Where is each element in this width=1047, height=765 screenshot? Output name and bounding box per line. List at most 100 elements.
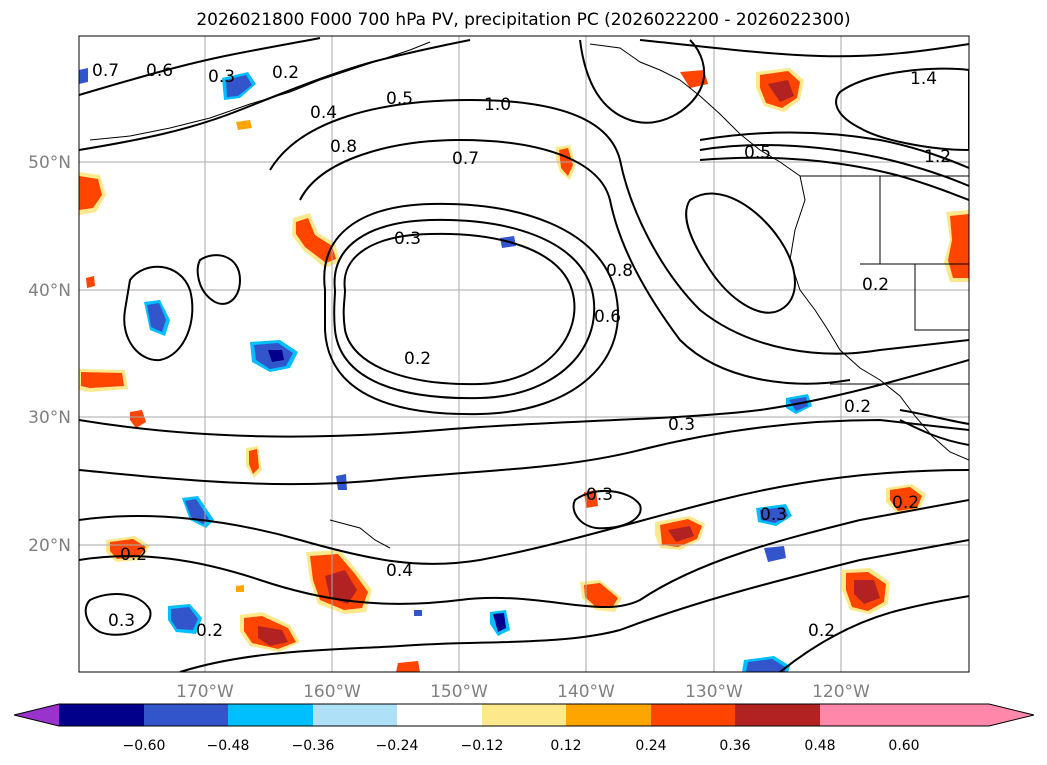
contour-label: 0.8 — [606, 261, 633, 281]
coastline-north-america — [789, 175, 969, 461]
contour-label: 0.2 — [196, 621, 223, 641]
pv-contours — [79, 37, 969, 672]
contour-line — [835, 67, 969, 152]
precip-positive-blob — [240, 612, 300, 652]
contour-line — [79, 418, 969, 486]
precip-positive-blob — [292, 213, 340, 268]
lat-tick-label: 20°N — [28, 536, 71, 556]
precip-positive-blob — [655, 516, 705, 550]
contour-label: 1.2 — [924, 147, 951, 167]
lon-tick-label: 130°W — [685, 682, 743, 702]
lat-axis: 50°N 40°N 30°N 20°N — [28, 153, 71, 556]
contour-line — [685, 192, 796, 314]
colorbar-ticks: −0.60 −0.48 −0.36 −0.24 −0.12 0.12 0.24 … — [123, 738, 920, 754]
precip-positive-blob — [130, 410, 146, 428]
lon-tick-label: 150°W — [430, 682, 488, 702]
colorbar-tick-label: −0.60 — [123, 738, 166, 754]
chart-title: 2026021800 F000 700 hPa PV, precipitatio… — [196, 10, 851, 30]
contour-line — [899, 419, 969, 446]
colorbar-segment — [313, 704, 397, 726]
contour-label: 0.3 — [394, 229, 421, 249]
contour-line — [196, 254, 242, 305]
contour-line — [333, 218, 596, 400]
contour-label: 0.2 — [272, 63, 299, 83]
contour-line — [269, 98, 969, 355]
contour-line — [639, 39, 969, 58]
contour-label: 0.2 — [120, 545, 147, 565]
contour-line — [84, 593, 152, 636]
colorbar-tick-label: 0.60 — [888, 738, 919, 754]
map-frame — [78, 35, 970, 673]
coastline-aleutians — [89, 41, 431, 141]
contour-label: 0.6 — [146, 61, 173, 81]
lon-tick-label: 140°W — [557, 682, 615, 702]
precip-positive-blob — [756, 68, 804, 112]
precip-negative-blob — [222, 72, 256, 100]
precip-negative-blob — [182, 496, 214, 528]
colorbar-segment — [566, 704, 651, 726]
contour-line — [699, 144, 969, 187]
contour-label: 0.3 — [208, 67, 235, 87]
lon-tick-label: 170°W — [176, 682, 234, 702]
precip-positive-blob — [79, 172, 106, 215]
colorbar-outline — [13, 703, 1035, 727]
contour-line — [699, 131, 969, 169]
contour-line — [899, 409, 969, 425]
contour-line — [579, 39, 706, 124]
contour-line — [79, 359, 969, 438]
contour-label: 0.4 — [310, 103, 337, 123]
colorbar: −0.60 −0.48 −0.36 −0.24 −0.12 0.12 0.24 … — [13, 703, 1035, 754]
contour-labels: 0.7 0.6 0.3 0.2 0.4 0.5 0.8 1.0 0.7 0.3 … — [92, 61, 951, 641]
coastline-hawaii — [329, 519, 391, 549]
contour-label: 0.2 — [404, 349, 431, 369]
contour-label: 0.5 — [744, 143, 771, 163]
colorbar-tick-label: −0.24 — [376, 738, 419, 754]
contour-line — [179, 539, 969, 672]
contour-line — [79, 499, 969, 608]
precip-negative-blob — [742, 656, 790, 672]
precip-negative-blob — [490, 610, 510, 636]
precip-positive-blob — [886, 484, 926, 514]
lon-tick-label: 120°W — [812, 682, 870, 702]
colorbar-tick-label: 0.36 — [719, 738, 750, 754]
contour-line — [342, 232, 576, 386]
coastlines — [89, 41, 969, 549]
colorbar-segment — [59, 704, 144, 726]
contour-label: 0.3 — [760, 505, 787, 525]
contour-label: 0.2 — [808, 621, 835, 641]
contour-label: 0.6 — [594, 307, 621, 327]
colorbar-tick-label: −0.12 — [461, 738, 504, 754]
colorbar-segment — [735, 704, 820, 726]
colorbar-tick-label: −0.36 — [292, 738, 335, 754]
colorbar-tick-label: 0.24 — [635, 738, 666, 754]
precip-negative-blob — [756, 504, 792, 526]
precip-positive-blob — [79, 369, 128, 392]
lon-axis: 170°W 160°W 150°W 140°W 130°W 120°W — [176, 682, 870, 702]
precip-shading — [79, 68, 969, 672]
contour-line — [299, 138, 851, 385]
colorbar-tick-label: 0.12 — [550, 738, 581, 754]
contour-label: 0.2 — [892, 493, 919, 513]
contour-label: 0.4 — [386, 561, 413, 581]
lat-tick-label: 40°N — [28, 281, 71, 301]
contour-label: 0.3 — [668, 415, 695, 435]
colorbar-extend-high — [904, 704, 1034, 726]
contour-label: 1.4 — [910, 69, 937, 89]
contour-line — [699, 156, 969, 201]
colorbar-segment — [482, 704, 566, 726]
precip-negative-blob — [250, 340, 298, 372]
colorbar-extend-low — [14, 704, 59, 726]
contour-line — [572, 489, 642, 530]
precip-positive-blob — [944, 210, 969, 282]
contour-label: 0.2 — [844, 397, 871, 417]
contour-line — [779, 595, 969, 672]
lon-tick-label: 160°W — [303, 682, 361, 702]
contour-label: 1.0 — [484, 95, 511, 115]
contour-label: 0.3 — [586, 485, 613, 505]
precip-negative-blob — [168, 604, 202, 634]
precip-negative-blob — [79, 68, 786, 616]
precip-positive-blob — [396, 661, 420, 672]
contour-label: 0.2 — [862, 275, 889, 295]
contour-line — [323, 202, 619, 416]
state-border — [914, 264, 969, 331]
